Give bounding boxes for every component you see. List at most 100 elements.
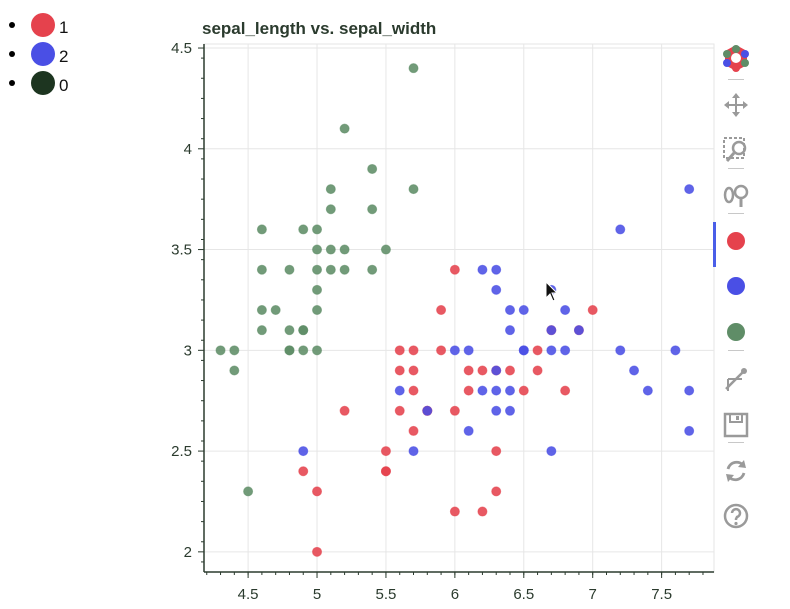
scatter-point [229, 345, 240, 356]
scatter-point [505, 385, 515, 396]
hover-blue-icon[interactable] [718, 268, 754, 304]
legend: 1 2 0 [4, 10, 68, 97]
scatter-point [367, 204, 378, 215]
scatter-point [684, 425, 695, 436]
scatter-point [298, 466, 309, 477]
scatter-point [546, 446, 557, 457]
scatter-point [546, 345, 557, 356]
help-icon[interactable] [718, 498, 754, 534]
x-tick-label: 6.5 [513, 586, 534, 603]
scatter-point [518, 345, 529, 356]
toolbar-separator [728, 213, 744, 214]
scatter-point [380, 244, 391, 255]
scatter-point [573, 325, 584, 336]
scatter-point [215, 345, 226, 356]
wheel-zoom-icon[interactable] [718, 177, 754, 213]
scatter-point [491, 365, 502, 376]
scatter-point [408, 425, 419, 436]
legend-swatch [31, 70, 55, 95]
crosshair-icon[interactable] [718, 361, 754, 397]
scatter-point [642, 385, 653, 396]
box-zoom-icon[interactable] [718, 132, 754, 168]
scatter-point [560, 305, 571, 316]
scatter-point [670, 345, 681, 356]
scatter-point [491, 264, 502, 275]
scatter-point [339, 244, 350, 255]
scatter-point [408, 385, 419, 396]
hover-green-icon[interactable] [718, 314, 754, 350]
legend-label: 0 [59, 75, 69, 95]
scatter-point [312, 345, 323, 356]
scatter-point [532, 365, 543, 376]
scatter-point [325, 264, 336, 275]
scatter-point [436, 345, 447, 356]
scatter-point [312, 264, 323, 275]
toolbar-separator [728, 79, 744, 80]
scatter-point [312, 305, 323, 316]
bullet-icon [9, 21, 15, 28]
scatter-point [491, 486, 502, 497]
scatter-point [463, 345, 474, 356]
bullet-icon [9, 79, 15, 86]
scatter-point [684, 385, 695, 396]
scatter-point [367, 163, 378, 174]
scatter-point [312, 486, 323, 497]
y-tick-label: 3 [184, 342, 192, 359]
scatter-point [449, 506, 460, 517]
reset-icon[interactable] [718, 453, 754, 489]
scatter-point [325, 244, 336, 255]
legend-label: 1 [59, 17, 69, 37]
scatter-point [505, 325, 515, 336]
scatter-point [560, 345, 571, 356]
scatter-point [532, 345, 543, 356]
scatter-point [312, 224, 323, 235]
legend-swatch [31, 12, 55, 37]
y-tick-label: 2 [184, 544, 192, 561]
scatter-point [436, 305, 447, 316]
scatter-point [491, 385, 502, 396]
scatter-point [477, 264, 488, 275]
axes: 4.5 5 5.5 6 6.5 7 7.5 2 2.5 3 3.5 4 4.5 [171, 40, 714, 603]
scatter-point [408, 184, 419, 195]
pan-icon[interactable] [718, 87, 754, 123]
hover-red-icon[interactable] [718, 223, 754, 259]
scatter-point [380, 446, 391, 457]
scatter-point [408, 63, 419, 74]
toolbar [713, 40, 756, 540]
scatter-point [587, 305, 598, 316]
scatter-point [325, 204, 336, 215]
scatter-point [256, 325, 267, 336]
scatter-point [449, 405, 460, 416]
bullet-icon [9, 50, 15, 57]
active-tool-indicator [713, 222, 716, 267]
scatter-point [339, 405, 350, 416]
scatter-point [477, 506, 488, 517]
x-tick-label: 7 [589, 586, 597, 603]
legend-item: 0 [4, 68, 68, 97]
scatter-point [256, 224, 267, 235]
scatter-point [298, 325, 309, 336]
scatter-point [270, 305, 281, 316]
scatter-point [449, 345, 460, 356]
y-tick-label: 4 [184, 141, 192, 158]
bokeh-logo-icon [718, 40, 754, 76]
scatter-point [380, 466, 391, 477]
toolbar-separator [728, 442, 744, 443]
y-tick-label: 2.5 [171, 443, 192, 460]
scatter-point [339, 264, 350, 275]
plot-frame [203, 43, 715, 573]
scatter-point [422, 405, 433, 416]
save-icon[interactable] [718, 407, 754, 443]
scatter-point [518, 305, 529, 316]
scatter-point [229, 365, 240, 376]
scatter-point [312, 284, 323, 295]
scatter-point [408, 446, 419, 457]
x-tick-label: 5 [313, 586, 321, 603]
scatter-point [367, 264, 378, 275]
scatter-point [408, 345, 419, 356]
chart-title: sepal_length vs. sepal_width [202, 19, 436, 38]
legend-label: 2 [59, 46, 69, 66]
scatter-point [394, 365, 405, 376]
scatter-point [312, 546, 323, 557]
